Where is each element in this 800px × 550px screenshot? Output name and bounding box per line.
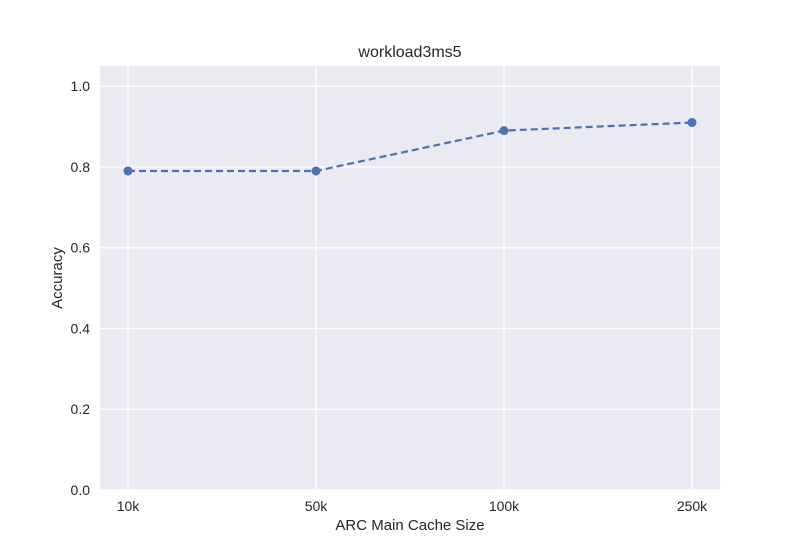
grid-lines xyxy=(100,66,720,491)
x-tick-label: 100k xyxy=(489,498,520,514)
data-point-100k xyxy=(499,126,509,136)
x-axis-ticks: 10k 50k 100k 250k xyxy=(117,498,708,514)
series-markers xyxy=(123,118,697,176)
y-axis-label: Accuracy xyxy=(49,247,66,309)
y-tick-label: 1.0 xyxy=(71,78,91,94)
data-point-250k xyxy=(687,118,697,128)
x-tick-label: 250k xyxy=(677,498,708,514)
y-axis-ticks: 0.0 0.2 0.4 0.6 0.8 1.0 xyxy=(71,78,91,498)
y-tick-label: 0.2 xyxy=(71,401,91,417)
x-tick-label: 10k xyxy=(117,498,141,514)
x-axis-label: ARC Main Cache Size xyxy=(335,517,484,534)
data-point-10k xyxy=(123,166,133,176)
chart-title: workload3ms5 xyxy=(357,44,461,61)
series-lines xyxy=(128,121,693,173)
y-tick-label: 0.6 xyxy=(71,240,91,256)
series-line xyxy=(128,121,693,173)
x-tick-label: 50k xyxy=(305,498,329,514)
plot-area xyxy=(100,66,720,490)
data-point-50k xyxy=(311,166,321,176)
y-tick-label: 0.8 xyxy=(71,159,91,175)
y-tick-label: 0.4 xyxy=(71,320,91,336)
y-tick-label: 0.0 xyxy=(71,482,91,498)
